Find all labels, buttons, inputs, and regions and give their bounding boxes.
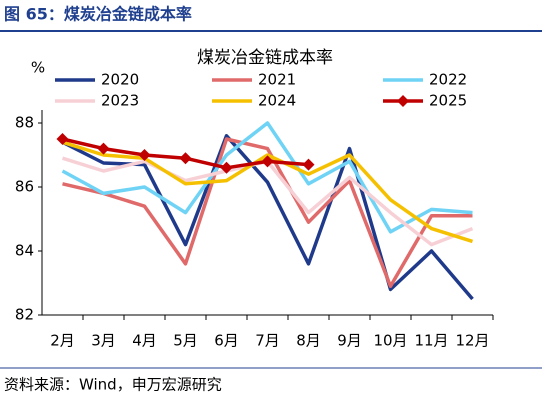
point-marker — [302, 158, 315, 171]
y-tick-label: 86 — [15, 178, 34, 196]
point-marker — [179, 152, 192, 165]
x-tick-label: 5月 — [173, 332, 198, 350]
x-tick-label: 6月 — [214, 332, 239, 350]
legend-marker — [397, 95, 409, 107]
legend-bg — [378, 71, 528, 89]
x-tick-label: 12月 — [455, 332, 489, 350]
point-marker — [97, 142, 110, 155]
x-tick-label: 3月 — [91, 332, 116, 350]
header: 图 65：煤炭冶金链成本率 — [4, 5, 192, 24]
legend-label: 2024 — [258, 92, 296, 110]
y-axis-label: % — [31, 59, 45, 77]
legend-bg — [207, 71, 357, 89]
legend-label: 2022 — [429, 71, 467, 89]
legend-bg — [50, 92, 200, 110]
legend-bg — [207, 92, 357, 110]
point-marker — [56, 133, 69, 145]
x-tick-label: 8月 — [296, 332, 321, 350]
x-tick-label: 11月 — [414, 332, 448, 350]
series-line — [62, 137, 473, 288]
x-tick-label: 9月 — [337, 332, 362, 350]
x-tick-label: 4月 — [132, 332, 157, 350]
source: 资料来源：Wind，申万宏源研究 — [4, 376, 222, 394]
x-tick-label: 10月 — [373, 332, 407, 350]
legend-label: 2023 — [101, 92, 139, 110]
point-marker — [261, 155, 274, 168]
chart-title: 煤炭冶金链成本率 — [197, 48, 333, 68]
legend-label: 2021 — [258, 71, 296, 89]
legend-bg — [50, 71, 200, 89]
legend-label: 2025 — [429, 92, 467, 110]
point-marker — [138, 149, 151, 161]
legend-label: 2020 — [101, 71, 139, 89]
y-tick-label: 82 — [15, 306, 34, 324]
series-line — [61, 140, 474, 244]
point-marker — [220, 161, 233, 174]
x-tick-label: 7月 — [255, 332, 280, 350]
x-tick-label: 2月 — [50, 332, 75, 350]
legend-bg — [378, 92, 528, 110]
y-tick-label: 88 — [15, 114, 34, 132]
y-tick-label: 84 — [15, 242, 34, 260]
